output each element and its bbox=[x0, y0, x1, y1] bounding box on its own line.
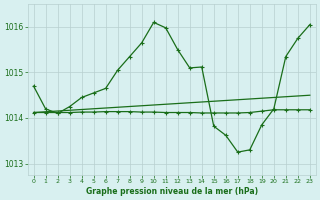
X-axis label: Graphe pression niveau de la mer (hPa): Graphe pression niveau de la mer (hPa) bbox=[86, 187, 258, 196]
